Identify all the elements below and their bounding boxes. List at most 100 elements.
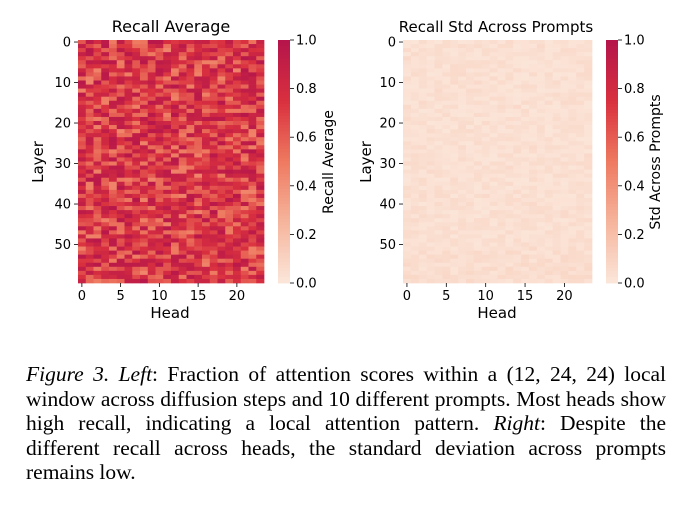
heatmap-cell	[442, 222, 451, 227]
colorbar-segment	[606, 219, 618, 223]
heatmap-cell	[450, 278, 459, 284]
heatmap-cell	[529, 197, 538, 203]
heatmap-cell	[124, 129, 133, 134]
heatmap-cell	[78, 76, 87, 81]
heatmap-cell	[194, 177, 203, 183]
heatmap-cell	[140, 206, 149, 211]
heatmap-cell	[248, 52, 257, 57]
colorbar-segment	[278, 231, 290, 235]
heatmap-cell	[256, 116, 265, 122]
heatmap-cell	[513, 266, 522, 272]
heatmap-cell	[576, 80, 585, 85]
heatmap-cell	[497, 48, 506, 53]
heatmap-cell	[101, 218, 110, 223]
heatmap-cell	[426, 157, 435, 162]
heatmap-cell	[536, 112, 546, 118]
heatmap-cell	[140, 226, 149, 231]
heatmap-cell	[576, 270, 585, 276]
heatmap-cell	[552, 189, 561, 195]
heatmap-cell	[434, 258, 443, 264]
heatmap-cell	[576, 206, 585, 211]
heatmap-cell	[497, 173, 506, 179]
heatmap-cell	[256, 234, 265, 239]
heatmap-cell	[513, 137, 522, 142]
heatmap-cell	[442, 121, 451, 126]
heatmap-cell	[481, 226, 490, 231]
heatmap-cell	[132, 153, 141, 158]
heatmap-cell	[178, 40, 187, 45]
heatmap-cell	[450, 181, 459, 187]
heatmap-cell	[178, 250, 187, 255]
heatmap-cell	[186, 145, 195, 150]
heatmap-cell	[116, 193, 125, 199]
heatmap-cell	[194, 242, 203, 247]
heatmap-cell	[410, 116, 420, 122]
heatmap-cell	[536, 88, 546, 93]
heatmap-cell	[116, 274, 125, 280]
heatmap-cell	[194, 210, 203, 215]
heatmap-cell	[186, 258, 195, 264]
heatmap-cell	[442, 218, 451, 223]
heatmap-cell	[78, 238, 87, 243]
heatmap-cell	[93, 153, 102, 158]
heatmap-cell	[418, 254, 427, 260]
heatmap-cell	[513, 173, 522, 179]
heatmap-cell	[458, 226, 467, 231]
heatmap-cell	[186, 254, 195, 260]
heatmap-cell	[202, 121, 211, 126]
heatmap-cell	[410, 246, 420, 251]
heatmap-cell	[178, 270, 187, 276]
heatmap-cell	[240, 60, 249, 65]
heatmap-cell	[233, 238, 242, 243]
heatmap-cell	[560, 68, 569, 73]
heatmap-cell	[178, 177, 187, 183]
heatmap-cell	[513, 274, 522, 280]
heatmap-cell	[497, 161, 506, 166]
heatmap-cell	[171, 226, 180, 231]
heatmap-cell	[466, 250, 475, 255]
heatmap-cell	[178, 193, 187, 199]
heatmap-cell	[544, 222, 553, 227]
colorbar-segment	[278, 140, 290, 144]
heatmap-cell	[521, 116, 530, 122]
heatmap-cell	[481, 238, 490, 243]
colorbar-segment	[278, 216, 290, 220]
heatmap-cell	[458, 44, 467, 49]
heatmap-cell	[536, 222, 546, 227]
heatmap-cell	[513, 161, 522, 166]
heatmap-cell	[410, 202, 420, 207]
heatmap-cell	[466, 72, 475, 77]
heatmap-cell	[209, 68, 218, 73]
heatmap-cell	[513, 84, 522, 89]
heatmap-cell	[418, 214, 427, 219]
heatmap-cell	[147, 189, 156, 195]
heatmap-cell	[217, 197, 226, 203]
heatmap-cell	[544, 153, 553, 158]
heatmap-cell	[240, 141, 249, 146]
heatmap-cell	[225, 100, 234, 106]
heatmap-cell	[132, 246, 141, 251]
heatmap-cell	[240, 88, 249, 93]
heatmap-cell	[426, 234, 435, 239]
heatmap-cell	[450, 56, 459, 61]
heatmap-cell	[124, 161, 133, 166]
heatmap-cell	[410, 254, 420, 260]
heatmap-cell	[109, 104, 118, 110]
colorbar-tick-label: 0.4	[296, 179, 317, 194]
heatmap-cell	[116, 266, 125, 272]
heatmap-cell	[124, 230, 133, 235]
heatmap-cell	[473, 92, 483, 98]
heatmap-cell	[225, 112, 234, 118]
heatmap-cell	[209, 197, 218, 203]
heatmap-cell	[450, 60, 459, 65]
heatmap-cell	[505, 226, 514, 231]
heatmap-cell	[186, 226, 195, 231]
colorbar-segment	[606, 161, 618, 165]
heatmap-cell	[458, 234, 467, 239]
heatmap-cell	[248, 246, 257, 251]
heatmap-cell	[442, 48, 451, 53]
heatmap-cell	[434, 96, 443, 102]
heatmap-cell	[240, 84, 249, 89]
heatmap-cell	[568, 108, 577, 114]
heatmap-cell	[584, 108, 593, 114]
